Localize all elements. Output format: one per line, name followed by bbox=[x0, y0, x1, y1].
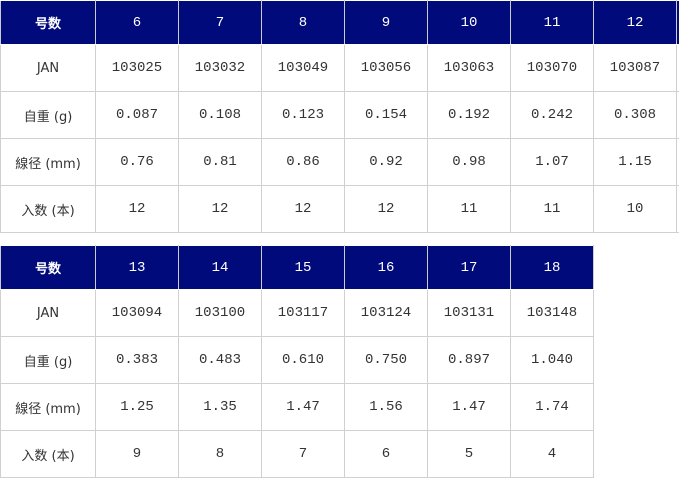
row-label-diameter: 線径 (mm) bbox=[1, 384, 96, 431]
cell-weight: 0.610 bbox=[262, 337, 345, 384]
cell-weight: 0.483 bbox=[179, 337, 262, 384]
cell-jan: 103049 bbox=[262, 45, 345, 92]
cell-weight: 0.383 bbox=[96, 337, 179, 384]
cell-quantity: 7 bbox=[262, 431, 345, 478]
cell-weight: 0.897 bbox=[428, 337, 511, 384]
cell-size: 8 bbox=[262, 1, 345, 45]
cell-weight: 0.154 bbox=[345, 92, 428, 139]
cell-diameter: 1.74 bbox=[511, 384, 594, 431]
cell-size: 7 bbox=[179, 1, 262, 45]
cell-jan: 103124 bbox=[345, 290, 428, 337]
row-label-jan: JAN bbox=[1, 45, 96, 92]
cell-quantity: 11 bbox=[511, 186, 594, 233]
cell-weight: 0.108 bbox=[179, 92, 262, 139]
cell-jan: 103087 bbox=[594, 45, 677, 92]
cell-quantity: 11 bbox=[428, 186, 511, 233]
cell-weight: 1.040 bbox=[511, 337, 594, 384]
row-label-quantity: 入数 (本) bbox=[1, 186, 96, 233]
cell-size: 9 bbox=[345, 1, 428, 45]
cell-weight: 0.242 bbox=[511, 92, 594, 139]
cell-diameter: 1.07 bbox=[511, 139, 594, 186]
cell-weight: 0.192 bbox=[428, 92, 511, 139]
cell-weight: 0.123 bbox=[262, 92, 345, 139]
cell-size: 17 bbox=[428, 246, 511, 290]
row-label-weight: 自重 (g) bbox=[1, 337, 96, 384]
cell-size: 18 bbox=[511, 246, 594, 290]
cell-quantity: 5 bbox=[428, 431, 511, 478]
cell-jan: 103032 bbox=[179, 45, 262, 92]
cell-diameter: 0.92 bbox=[345, 139, 428, 186]
cell-weight: 0.087 bbox=[96, 92, 179, 139]
cell-size: 12 bbox=[594, 1, 677, 45]
cell-quantity: 4 bbox=[511, 431, 594, 478]
cell-quantity: 6 bbox=[345, 431, 428, 478]
cell-diameter: 1.25 bbox=[96, 384, 179, 431]
cell-quantity: 12 bbox=[179, 186, 262, 233]
cell-jan: 103117 bbox=[262, 290, 345, 337]
row-label-quantity: 入数 (本) bbox=[1, 431, 96, 478]
cell-quantity: 8 bbox=[179, 431, 262, 478]
cell-jan: 103025 bbox=[96, 45, 179, 92]
cell-diameter: 0.86 bbox=[262, 139, 345, 186]
row-label-diameter: 線径 (mm) bbox=[1, 139, 96, 186]
cell-diameter: 0.76 bbox=[96, 139, 179, 186]
cell-size: 16 bbox=[345, 246, 428, 290]
cell-size: 13 bbox=[96, 246, 179, 290]
cell-diameter: 1.47 bbox=[262, 384, 345, 431]
cell-quantity: 12 bbox=[345, 186, 428, 233]
cell-jan: 103100 bbox=[179, 290, 262, 337]
row-label-jan: JAN bbox=[1, 290, 96, 337]
cell-quantity: 9 bbox=[96, 431, 179, 478]
cell-jan: 103131 bbox=[428, 290, 511, 337]
cell-weight: 0.308 bbox=[594, 92, 677, 139]
cell-size: 11 bbox=[511, 1, 594, 45]
cell-jan: 103094 bbox=[96, 290, 179, 337]
cell-size: 10 bbox=[428, 1, 511, 45]
cell-diameter: 1.35 bbox=[179, 384, 262, 431]
cell-quantity: 12 bbox=[262, 186, 345, 233]
cell-size: 14 bbox=[179, 246, 262, 290]
cell-diameter: 0.81 bbox=[179, 139, 262, 186]
cell-jan: 103063 bbox=[428, 45, 511, 92]
cell-quantity: 12 bbox=[96, 186, 179, 233]
cell-jan: 103148 bbox=[511, 290, 594, 337]
cell-jan: 103070 bbox=[511, 45, 594, 92]
cell-jan: 103056 bbox=[345, 45, 428, 92]
row-label-weight: 自重 (g) bbox=[1, 92, 96, 139]
cell-diameter: 1.47 bbox=[428, 384, 511, 431]
cell-diameter: 1.56 bbox=[345, 384, 428, 431]
cell-size: 15 bbox=[262, 246, 345, 290]
cell-diameter: 1.15 bbox=[594, 139, 677, 186]
row-label-size: 号数 bbox=[1, 246, 96, 290]
cell-size: 6 bbox=[96, 1, 179, 45]
row-label-size: 号数 bbox=[1, 1, 96, 45]
cell-diameter: 0.98 bbox=[428, 139, 511, 186]
cell-quantity: 10 bbox=[594, 186, 677, 233]
cell-weight: 0.750 bbox=[345, 337, 428, 384]
